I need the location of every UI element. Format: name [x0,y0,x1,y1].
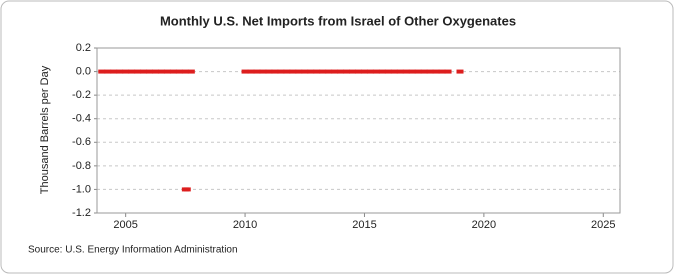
plot-area [96,47,621,214]
y-tick-label: -0.6 [72,136,91,148]
point [295,69,303,74]
point [349,69,357,74]
point [265,69,273,74]
y-tick-label: -0.2 [72,89,91,101]
point [372,69,380,74]
point [408,69,416,74]
point [277,69,285,74]
point [152,69,160,74]
point [140,69,148,74]
y-tick-label: -0.4 [72,113,91,125]
point [337,69,345,74]
point [122,69,130,74]
point [402,69,410,74]
point [134,69,142,74]
point [253,69,261,74]
x-tick-label: 2015 [352,219,376,231]
point [116,69,124,74]
point [187,69,195,74]
point [420,69,428,74]
point [157,69,165,74]
point [432,69,440,74]
point [319,69,327,74]
point [355,69,362,74]
point [259,69,267,74]
point [313,69,321,74]
point [128,69,136,74]
chart-title: Monthly U.S. Net Imports from Israel of … [160,13,516,28]
y-tick-label: 0.2 [76,42,91,54]
point [247,69,255,74]
point [414,69,422,74]
x-tick-label: 2005 [113,219,137,231]
point [366,69,374,74]
point [426,69,434,74]
point [343,69,351,74]
point [104,69,112,74]
x-tick-label: 2025 [591,219,615,231]
point [283,69,291,74]
x-tick-label: 2020 [472,219,496,231]
point [146,69,154,74]
y-tick-label: 0.0 [76,65,91,77]
y-tick-label: -1.2 [72,207,91,219]
y-tick-label: -1.0 [72,183,91,195]
point [169,69,177,74]
point [331,69,339,74]
point [390,69,398,74]
point [271,69,279,74]
point [360,69,368,74]
point [98,69,106,74]
point [241,69,249,74]
point [438,69,446,74]
y-axis-label: Thousand Barrels per Day [39,65,51,194]
point [396,69,404,74]
point [378,69,386,74]
point [307,69,315,74]
point [301,69,309,74]
point [181,69,189,74]
point [325,69,333,74]
point [175,69,183,74]
point [183,187,191,192]
point [444,69,452,74]
point [384,69,392,74]
point [289,69,297,74]
source-note: Source: U.S. Energy Information Administ… [28,245,238,256]
point [456,69,464,74]
y-tick-label: -0.8 [72,160,91,172]
point [163,69,171,74]
x-tick-label: 2010 [233,219,257,231]
point [110,69,118,74]
